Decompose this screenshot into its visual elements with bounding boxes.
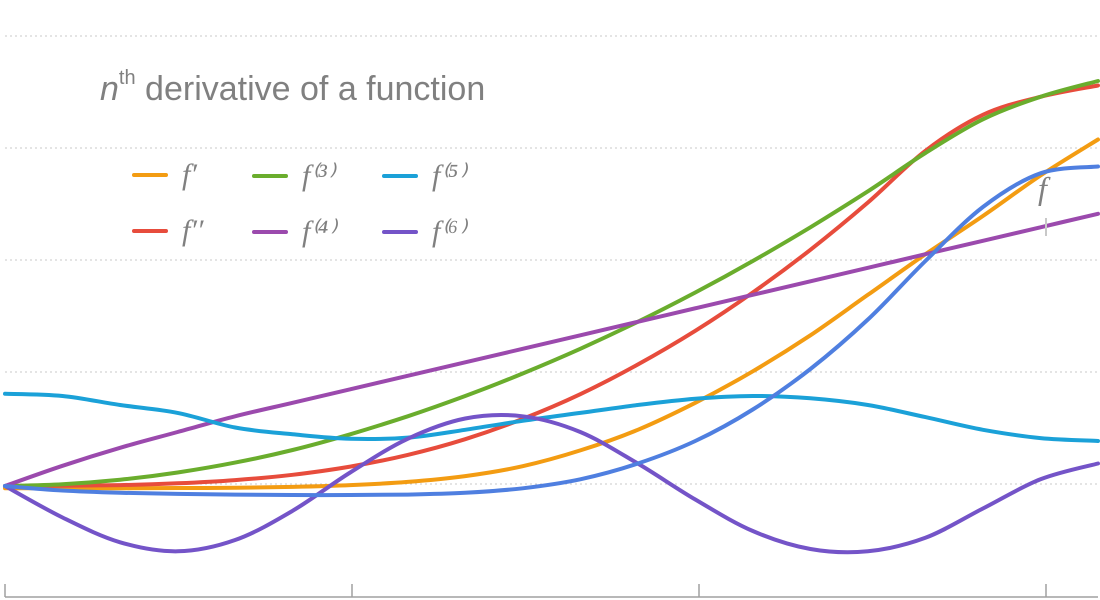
legend-item-f6: f⁽⁶⁾	[382, 214, 466, 249]
x-axis	[4, 584, 1098, 598]
legend-label-f4: f⁽⁴⁾	[302, 215, 336, 248]
series-f5-line	[3, 391, 1100, 443]
series-f6-line	[3, 413, 1100, 555]
legend-item-f1: f′	[132, 158, 197, 192]
series-f3-line	[3, 79, 1100, 488]
legend-item-f4: f⁽⁴⁾	[252, 214, 336, 249]
series-lines	[3, 79, 1100, 555]
legend-swatch-f6	[382, 229, 418, 234]
legend-item-f2: f′′	[132, 214, 203, 248]
legend-item-f5: f⁽⁵⁾	[382, 158, 466, 193]
chart-title: nth derivative of a function	[100, 66, 486, 109]
legend-label-f6: f⁽⁶⁾	[432, 215, 466, 248]
legend-swatch-f3	[252, 173, 288, 178]
title-text: derivative of a function	[135, 70, 486, 108]
legend-label-f5: f⁽⁵⁾	[432, 159, 466, 192]
legend-label-f2: f′′	[182, 214, 204, 247]
legend-item-f3: f⁽³⁾	[252, 158, 334, 193]
legend-swatch-f4	[252, 229, 288, 234]
legend-label-f1: f′	[182, 158, 197, 191]
function-label: f	[1038, 170, 1047, 206]
title-n: n	[100, 70, 119, 108]
function-label-tick	[1045, 218, 1047, 236]
legend-swatch-f1	[132, 173, 168, 177]
title-superscript: th	[118, 66, 136, 89]
legend-swatch-f5	[382, 173, 418, 178]
legend-swatch-f2	[132, 229, 168, 233]
legend-label-f3: f⁽³⁾	[302, 159, 335, 192]
series-f-line	[3, 164, 1100, 498]
series-f4-line	[3, 211, 1100, 488]
